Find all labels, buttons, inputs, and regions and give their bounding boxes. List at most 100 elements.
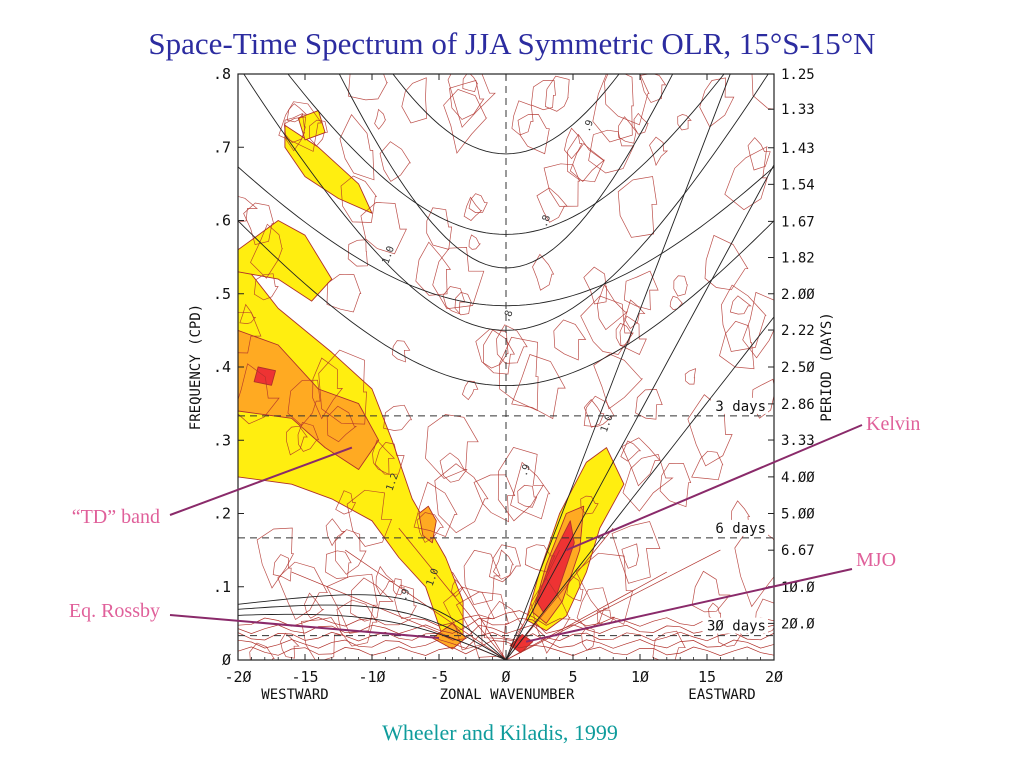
origin-contour — [398, 527, 507, 660]
background-contour — [425, 414, 479, 479]
background-contour — [243, 202, 275, 246]
background-contour — [619, 315, 647, 355]
background-contour — [567, 133, 606, 183]
period-tick-label: 1.25 — [781, 67, 815, 83]
background-contour — [392, 578, 405, 596]
period-tick-label: 1.54 — [781, 177, 815, 193]
background-contour — [719, 320, 755, 370]
background-contour — [416, 512, 444, 543]
background-contour — [615, 322, 633, 346]
annotation-leader — [565, 424, 863, 552]
background-contour — [583, 395, 615, 428]
period-tick-label: 2Ø.Ø — [781, 616, 815, 632]
background-contour — [278, 101, 323, 152]
period-tick-label: 2.5Ø — [781, 360, 815, 376]
origin-contour — [505, 571, 667, 660]
background-contour — [468, 234, 481, 250]
background-contour — [312, 357, 344, 420]
background-contour — [593, 353, 644, 410]
x-tick-label: -15 — [291, 668, 318, 686]
background-contour — [374, 442, 405, 475]
background-contour — [347, 74, 388, 101]
background-contour — [622, 453, 674, 512]
background-contour — [576, 587, 610, 630]
reference-line-label: 6 days — [715, 521, 766, 537]
background-contour — [473, 474, 516, 523]
background-contour — [238, 363, 280, 425]
annotation-label: Eq. Rossby — [69, 600, 160, 622]
chart-title: Space-Time Spectrum of JJA Symmetric OLR… — [148, 26, 876, 61]
background-contour — [677, 114, 692, 131]
origin-contour — [505, 549, 721, 660]
background-contour — [497, 446, 544, 522]
background-contour — [530, 577, 571, 654]
background-contour — [488, 544, 521, 583]
background-contour — [334, 529, 367, 575]
background-contour — [617, 176, 658, 238]
x-tick-label: -1Ø — [358, 668, 385, 686]
background-contour — [669, 295, 684, 310]
background-contour — [277, 561, 328, 621]
period-tick-label: 1.43 — [781, 141, 815, 157]
kelvin-dispersion-curve — [505, 164, 774, 660]
background-contour — [496, 324, 528, 364]
background-contour — [691, 450, 724, 481]
background-contour — [532, 253, 555, 291]
background-contour — [575, 552, 634, 625]
background-contour — [580, 495, 599, 515]
background-contour — [564, 127, 583, 160]
background-contour — [659, 462, 692, 508]
background-contour — [286, 103, 308, 123]
background-contour — [249, 642, 275, 660]
background-contour — [543, 163, 581, 207]
kelvin-dispersion-curve — [505, 74, 731, 660]
reference-label-bg — [702, 617, 768, 634]
reference-line-label: 3Ø days — [707, 619, 766, 635]
background-contour — [325, 550, 352, 579]
y-axis-label-right: PERIOD (DAYS) — [819, 312, 835, 422]
background-contour — [326, 273, 362, 313]
background-contour — [611, 521, 661, 584]
contour-value-label: .9 — [519, 463, 533, 478]
x-tick-label: 5 — [568, 668, 577, 686]
period-tick-label: 1.82 — [781, 251, 815, 267]
background-contour — [432, 247, 485, 310]
contour-value-label: .9 — [582, 119, 596, 134]
x-tick-label: 1Ø — [631, 668, 649, 686]
background-contour — [517, 484, 538, 508]
background-contour — [434, 463, 489, 534]
x-tick-label: Ø — [501, 668, 510, 686]
background-contour — [566, 575, 584, 602]
annotation-label: Kelvin — [866, 413, 920, 435]
period-tick-label: 6.67 — [781, 543, 815, 559]
annotation-leader — [169, 446, 353, 516]
background-contour — [553, 319, 587, 361]
background-contour — [524, 544, 556, 573]
rossby-dispersion-curve — [238, 613, 507, 660]
background-contour — [729, 295, 752, 315]
power-region-10 — [431, 622, 467, 650]
annotation-label: “TD” band — [72, 506, 160, 528]
y-tick-label: .3 — [213, 431, 231, 449]
annotation-label: MJO — [856, 549, 896, 571]
y-tick-label: .2 — [213, 505, 231, 523]
background-contour — [704, 234, 749, 291]
annotation-leader — [169, 614, 440, 640]
period-tick-label: 2.86 — [781, 397, 815, 413]
background-contour — [413, 481, 458, 538]
background-contour — [439, 452, 468, 483]
background-contour — [340, 175, 378, 223]
background-contour — [253, 273, 279, 301]
background-contour — [517, 114, 550, 155]
background-contour — [455, 591, 509, 658]
low-frequency-contour — [238, 624, 774, 642]
background-contour — [250, 223, 283, 279]
y-tick-label: .7 — [213, 138, 231, 156]
background-contour — [360, 202, 407, 255]
background-contour — [461, 380, 479, 401]
background-contour — [583, 399, 605, 428]
y-tick-label: Ø — [222, 651, 231, 669]
background-contour — [510, 461, 551, 520]
x-label-eastward: EASTWARD — [688, 687, 755, 703]
